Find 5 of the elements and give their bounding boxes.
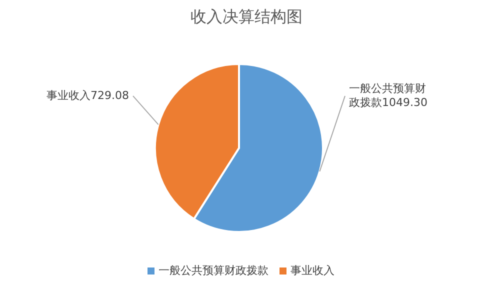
legend-label: 一般公共预算财政拨款: [158, 264, 268, 278]
chart-title: 收入决算结构图: [190, 7, 302, 26]
data-label: 事业收入729.08: [46, 88, 129, 102]
data-label: 一般公共预算财政拨款1049.30: [349, 82, 428, 109]
legend-label: 事业收入: [290, 264, 334, 278]
